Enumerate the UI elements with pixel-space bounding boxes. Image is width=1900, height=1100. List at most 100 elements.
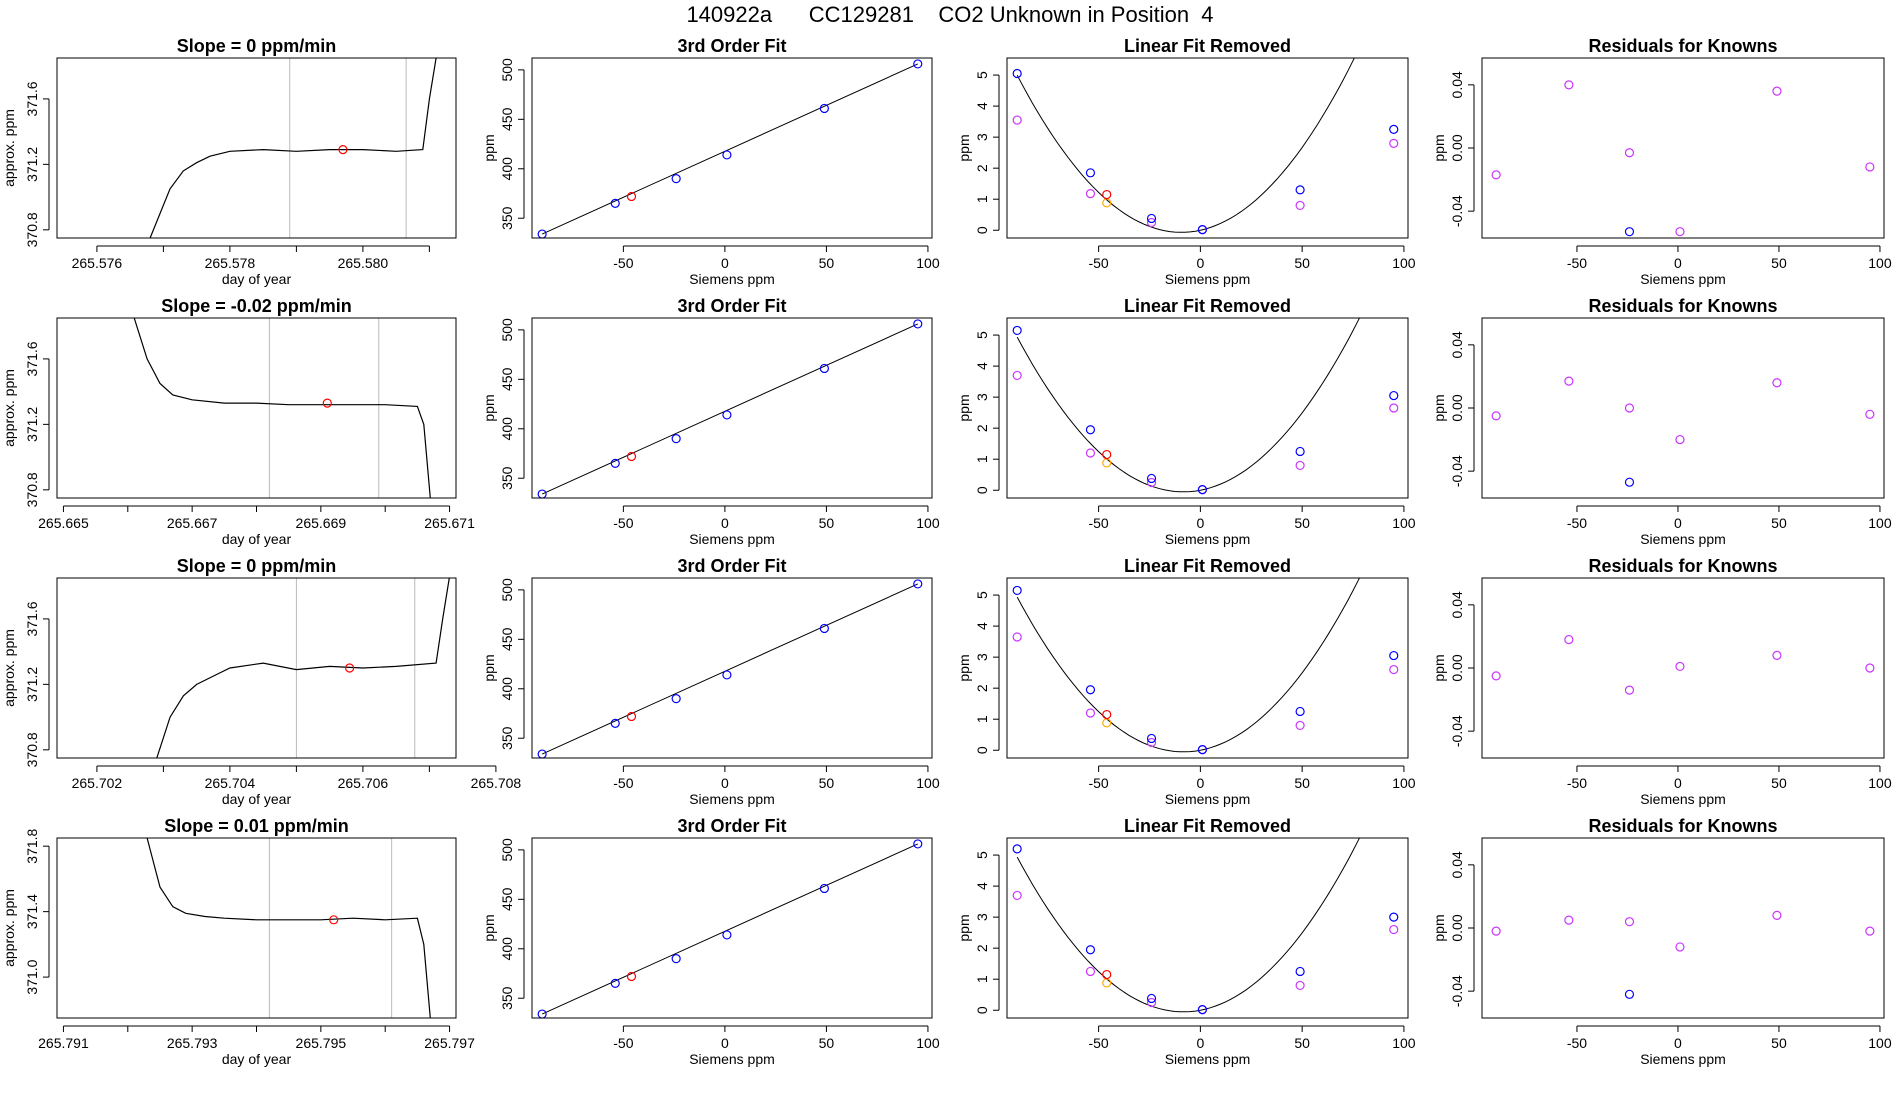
y-tick-label: -0.04 xyxy=(1449,715,1465,747)
magenta-point xyxy=(1491,411,1501,421)
known-point xyxy=(1012,325,1022,336)
magenta-point xyxy=(1491,671,1501,681)
x-tick-label: 265.702 xyxy=(72,775,123,791)
x-axis-label: Siemens ppm xyxy=(689,531,775,547)
known-point xyxy=(1624,227,1635,237)
magenta-point xyxy=(1389,924,1399,935)
known-point xyxy=(610,458,620,468)
known-point xyxy=(1389,912,1399,922)
panel-title: Residuals for Knowns xyxy=(1588,556,1777,576)
x-tick-label: 0 xyxy=(1196,515,1204,531)
magenta-point xyxy=(1624,148,1635,158)
y-tick-label: 4 xyxy=(974,622,990,630)
magenta-point xyxy=(1675,661,1685,672)
y-axis-label: approx. ppm xyxy=(1,369,17,447)
magenta-point xyxy=(1564,80,1574,90)
fit-curve xyxy=(1016,578,1361,753)
known-point xyxy=(722,670,732,680)
known-point xyxy=(722,930,732,940)
x-tick-label: 265.665 xyxy=(38,515,89,531)
magenta-point xyxy=(1295,720,1305,731)
known-point xyxy=(1295,706,1305,717)
y-tick-label: 350 xyxy=(499,206,515,230)
panel-r1-c3: Residuals for Knowns -50 0 50 100 Siemens ppm… xyxy=(1431,296,1892,547)
x-tick-label: 0 xyxy=(721,1035,729,1051)
y-tick-label: 3 xyxy=(974,393,990,401)
known-point xyxy=(1085,685,1096,695)
x-tick-label: 265.791 xyxy=(38,1035,89,1051)
y-tick-label: 0 xyxy=(974,746,990,754)
y-tick-label: 2 xyxy=(974,684,990,692)
y-tick-label: 500 xyxy=(499,838,515,862)
trace-line xyxy=(133,318,431,498)
x-tick-label: 50 xyxy=(1771,515,1787,531)
known-point xyxy=(1624,477,1635,487)
panel-title: 3rd Order Fit xyxy=(677,36,786,56)
known-point xyxy=(1197,225,1208,235)
panel-title: Slope = -0.02 ppm/min xyxy=(161,296,352,316)
known-point xyxy=(819,623,829,634)
y-tick-label: 350 xyxy=(499,986,515,1010)
x-tick-label: -50 xyxy=(613,1035,633,1051)
y-tick-label: 350 xyxy=(499,466,515,490)
unknown-point xyxy=(626,191,637,202)
y-tick-label: 4 xyxy=(974,102,990,110)
known-point xyxy=(671,954,681,964)
y-tick-label: -0.04 xyxy=(1449,455,1465,487)
unknown-point xyxy=(626,711,637,722)
mean-marker xyxy=(345,663,355,673)
x-tick-label: -50 xyxy=(613,515,633,531)
y-tick-label: 371.6 xyxy=(24,601,40,636)
panel-r1-c0: Slope = -0.02 ppm/min 265.665 265.667 265.6… xyxy=(1,296,475,547)
x-tick-label: 100 xyxy=(1392,255,1416,271)
x-axis-label: Siemens ppm xyxy=(1165,791,1251,807)
y-axis-label: ppm xyxy=(1431,394,1447,421)
magenta-point xyxy=(1085,189,1096,199)
panel-r3-c3: Residuals for Knowns -50 0 50 100 Siemens ppm… xyxy=(1431,816,1892,1067)
x-tick-label: 100 xyxy=(1392,1035,1416,1051)
x-axis-label: day of year xyxy=(222,531,292,547)
unknown-point xyxy=(626,451,637,462)
magenta-point xyxy=(1146,477,1157,488)
magenta-point xyxy=(1624,403,1635,413)
y-tick-label: 450 xyxy=(499,107,515,131)
x-tick-label: 265.671 xyxy=(424,515,475,531)
y-tick-label: 5 xyxy=(974,851,990,859)
x-tick-label: 0 xyxy=(1196,775,1204,791)
plot-frame xyxy=(56,577,457,759)
x-tick-label: -50 xyxy=(1567,1035,1587,1051)
known-point xyxy=(913,319,923,329)
y-tick-label: 0.04 xyxy=(1449,71,1465,98)
known-point xyxy=(1146,473,1157,484)
y-tick-label: 1 xyxy=(974,975,990,983)
x-tick-label: 50 xyxy=(819,775,835,791)
x-tick-label: 50 xyxy=(1294,255,1310,271)
x-axis-label: Siemens ppm xyxy=(1165,271,1251,287)
y-tick-label: 4 xyxy=(974,882,990,890)
magenta-point xyxy=(1564,376,1574,386)
magenta-point xyxy=(1389,664,1399,675)
x-axis-label: Siemens ppm xyxy=(1640,531,1726,547)
plot-frame xyxy=(531,317,933,499)
y-tick-label: 0.00 xyxy=(1449,654,1465,681)
x-tick-label: 0 xyxy=(1196,1035,1204,1051)
x-tick-label: 0 xyxy=(1674,255,1682,271)
panel-title: Residuals for Knowns xyxy=(1588,296,1777,316)
trace-line xyxy=(146,838,431,1018)
y-axis-label: ppm xyxy=(956,914,972,941)
y-tick-label: 2 xyxy=(974,424,990,432)
panel-title: 3rd Order Fit xyxy=(677,816,786,836)
magenta-point xyxy=(1675,227,1685,237)
y-tick-label: 4 xyxy=(974,362,990,370)
known-point xyxy=(1624,989,1635,999)
panel-r3-c1: 3rd Order Fit -50 0 50 100 Siemens ppm 350 400 4… xyxy=(481,816,940,1067)
y-tick-label: 1 xyxy=(974,715,990,723)
x-tick-label: 0 xyxy=(1674,1035,1682,1051)
y-axis-label: ppm xyxy=(481,134,497,161)
known-point xyxy=(819,363,829,374)
y-axis-label: approx. ppm xyxy=(1,629,17,707)
magenta-point xyxy=(1675,942,1685,952)
panel-title: Slope = 0.01 ppm/min xyxy=(164,816,349,836)
magenta-point xyxy=(1772,910,1782,920)
